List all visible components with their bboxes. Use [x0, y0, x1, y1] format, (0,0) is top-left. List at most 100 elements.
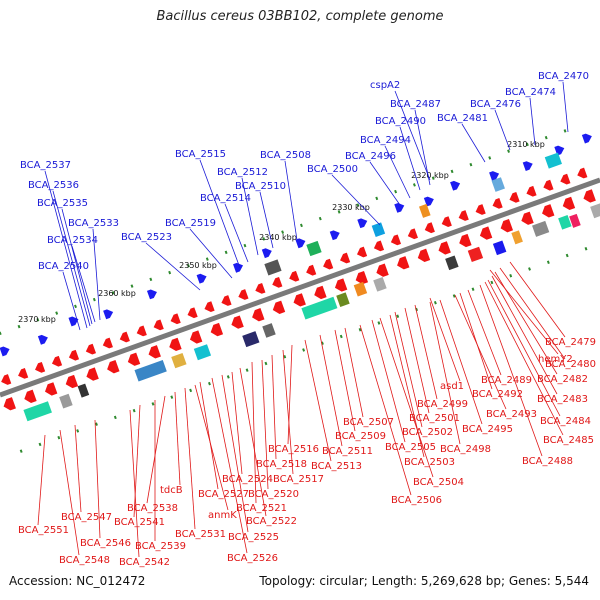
reverse-gene-label[interactable]: anmK: [208, 510, 237, 521]
reverse-gene-label[interactable]: BCA_2520: [248, 489, 299, 500]
reverse-gene-arrow: [543, 179, 554, 191]
forward-gene-leader: [414, 109, 431, 186]
reverse-gene-label[interactable]: BCA_2505: [385, 442, 436, 453]
forward-gene-label[interactable]: cspA2: [370, 80, 400, 91]
forward-gene-label[interactable]: BCA_2515: [175, 149, 226, 160]
forward-gene-leader: [562, 81, 569, 133]
forward-gene-label[interactable]: BCA_2490: [375, 116, 426, 127]
reverse-gene-label[interactable]: BCA_2531: [175, 529, 226, 540]
forward-gene-label[interactable]: BCA_2512: [217, 167, 268, 178]
reverse-gene-label[interactable]: BCA_2489: [481, 375, 532, 386]
reverse-gene-label[interactable]: BCA_2502: [402, 427, 453, 438]
forward-gene-arrow: [146, 289, 157, 300]
reverse-gene-label[interactable]: BCA_2526: [227, 553, 278, 564]
reverse-gene-arrow: [417, 248, 431, 263]
forward-gene-label[interactable]: BCA_2476: [470, 99, 521, 110]
reverse-gene-label[interactable]: BCA_2485: [543, 435, 594, 446]
reverse-gene-label[interactable]: BCA_2480: [545, 359, 596, 370]
reverse-gene-arrow: [475, 204, 486, 215]
reverse-gene-label[interactable]: BCA_2546: [80, 538, 131, 549]
reverse-gene-arrow: [441, 216, 452, 227]
reverse-gene-label[interactable]: BCA_2547: [61, 512, 112, 523]
reverse-gene-leader: [211, 377, 248, 554]
forward-gene-label[interactable]: BCA_2534: [47, 235, 98, 246]
reverse-gene-label[interactable]: BCA_2513: [311, 461, 362, 472]
forward-gene-label[interactable]: BCA_2535: [37, 198, 88, 209]
reverse-gene-label[interactable]: BCA_2506: [391, 495, 442, 506]
reverse-gene-label[interactable]: BCA_2479: [545, 337, 596, 348]
reverse-gene-label[interactable]: BCA_2501: [409, 413, 460, 424]
forward-gene-label[interactable]: BCA_2536: [28, 180, 79, 191]
forward-gene-label[interactable]: BCA_2481: [437, 113, 488, 124]
reverse-gene-label[interactable]: BCA_2492: [472, 389, 523, 400]
reverse-gene-label[interactable]: BCA_2517: [273, 474, 324, 485]
reverse-gene-label[interactable]: BCA_2482: [537, 374, 588, 385]
reverse-gene-label[interactable]: BCA_2522: [246, 516, 297, 527]
reverse-gene-leader: [304, 339, 332, 462]
reverse-gene-label[interactable]: BCA_2524: [222, 474, 273, 485]
reverse-gene-label[interactable]: BCA_2493: [486, 409, 537, 420]
reverse-gene-label[interactable]: BCA_2507: [343, 417, 394, 428]
reverse-gene-arrow: [438, 241, 451, 255]
reverse-gene-arrow: [526, 185, 537, 197]
forward-gene-label[interactable]: BCA_2537: [20, 160, 71, 171]
reverse-gene-arrow: [458, 210, 469, 221]
forward-gene-label[interactable]: BCA_2540: [38, 261, 89, 272]
reverse-gene-label[interactable]: BCA_2527: [198, 489, 249, 500]
reverse-gene-label[interactable]: BCA_2495: [462, 424, 513, 435]
reverse-gene-label[interactable]: BCA_2541: [114, 517, 165, 528]
reverse-gene-label[interactable]: BCA_2525: [228, 532, 279, 543]
reverse-gene-label[interactable]: BCA_2521: [236, 503, 287, 514]
reverse-gene-label[interactable]: BCA_2509: [335, 431, 386, 442]
reverse-gene-label[interactable]: hemY2: [538, 354, 573, 365]
feature-block: [569, 213, 581, 228]
reverse-gene-arrow: [272, 276, 283, 288]
forward-gene-leader: [529, 97, 536, 146]
reverse-gene-label[interactable]: BCA_2511: [322, 446, 373, 457]
feature-block: [467, 246, 484, 263]
reverse-gene-label[interactable]: BCA_2518: [256, 459, 307, 470]
reverse-gene-label[interactable]: BCA_2539: [135, 541, 186, 552]
reverse-gene-label[interactable]: BCA_2542: [119, 557, 170, 568]
reverse-gene-leader: [371, 319, 406, 443]
forward-gene-label[interactable]: BCA_2510: [235, 181, 286, 192]
reverse-gene-leader: [74, 424, 82, 513]
forward-gene-label[interactable]: BCA_2533: [68, 218, 119, 229]
reverse-gene-arrow: [169, 337, 182, 352]
reverse-gene-label[interactable]: tdcB: [160, 485, 183, 496]
forward-gene-label[interactable]: BCA_2470: [538, 71, 589, 82]
reverse-gene-label[interactable]: BCA_2484: [540, 416, 591, 427]
reverse-gene-label[interactable]: BCA_2488: [522, 456, 573, 467]
forward-gene-label[interactable]: BCA_2500: [307, 164, 358, 175]
forward-gene-label[interactable]: BCA_2474: [505, 87, 556, 98]
reverse-gene-leader: [494, 271, 558, 375]
tick-label: 2340 kbp: [259, 233, 297, 242]
reverse-gene-label[interactable]: asd1: [440, 381, 464, 392]
forward-gene-label[interactable]: BCA_2508: [260, 150, 311, 161]
forward-gene-arrow: [196, 273, 207, 284]
reverse-gene-arrow: [153, 319, 164, 331]
reverse-gene-label[interactable]: BCA_2499: [417, 399, 468, 410]
forward-gene-label[interactable]: BCA_2487: [390, 99, 441, 110]
forward-gene-arrow: [295, 238, 306, 249]
forward-gene-label[interactable]: BCA_2514: [200, 193, 251, 204]
reverse-gene-arrow: [479, 226, 493, 240]
reverse-gene-leader: [271, 354, 277, 460]
reverse-gene-arrow: [35, 361, 46, 373]
forward-gene-label[interactable]: BCA_2523: [121, 232, 172, 243]
reverse-gene-label[interactable]: BCA_2503: [404, 457, 455, 468]
reverse-gene-label[interactable]: BCA_2483: [537, 394, 588, 405]
reverse-gene-arrow: [509, 191, 520, 203]
reverse-gene-leader: [334, 329, 356, 432]
reverse-gene-label[interactable]: BCA_2504: [413, 477, 464, 488]
forward-gene-label[interactable]: BCA_2494: [360, 135, 411, 146]
reverse-gene-label[interactable]: BCA_2538: [127, 503, 178, 514]
forward-gene-label[interactable]: BCA_2519: [165, 218, 216, 229]
reverse-gene-label[interactable]: BCA_2498: [440, 444, 491, 455]
reverse-gene-label[interactable]: BCA_2516: [268, 444, 319, 455]
reverse-gene-arrow: [148, 345, 161, 359]
reverse-gene-label[interactable]: BCA_2548: [59, 555, 110, 566]
forward-gene-label[interactable]: BCA_2496: [345, 151, 396, 162]
reverse-gene-label[interactable]: BCA_2551: [18, 525, 69, 536]
